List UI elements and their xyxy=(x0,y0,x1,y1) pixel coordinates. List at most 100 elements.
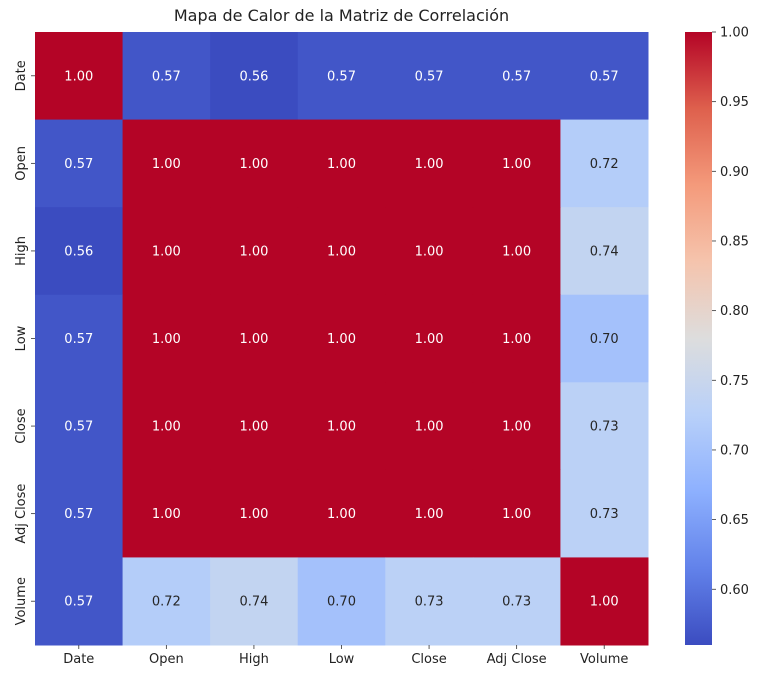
heatmap-cell-0-5 xyxy=(472,32,561,121)
heatmap-cell-1-3 xyxy=(297,119,386,208)
data-label-2-0: 0.56 xyxy=(64,244,93,259)
heatmap-cell-0-4 xyxy=(385,32,474,121)
data-label-0-2: 0.56 xyxy=(239,69,268,84)
colorbar-tick-label-5: 0.85 xyxy=(720,234,749,249)
x-tick-label-6: Volume xyxy=(580,652,628,667)
data-label-4-2: 1.00 xyxy=(239,420,268,435)
data-label-2-6: 0.74 xyxy=(590,244,619,259)
colorbar-tick-label-7: 0.95 xyxy=(720,95,749,110)
heatmap-cell-5-3 xyxy=(297,469,386,558)
x-tick-label-4: Close xyxy=(411,652,446,667)
heatmap-cell-4-1 xyxy=(122,382,211,471)
colorbar-gradient xyxy=(685,32,712,645)
chart-title: Mapa de Calor de la Matriz de Correlació… xyxy=(173,6,510,25)
colorbar-tick-label-4: 0.80 xyxy=(720,304,749,319)
heatmap-cell-0-2 xyxy=(210,32,299,121)
heatmap-cell-6-3 xyxy=(297,557,386,646)
data-label-1-1: 1.00 xyxy=(152,157,181,172)
x-tick-label-3: Low xyxy=(329,652,355,667)
heatmap-cell-5-1 xyxy=(122,469,211,558)
data-label-4-1: 1.00 xyxy=(152,420,181,435)
heatmap-cell-1-5 xyxy=(472,119,561,208)
data-label-5-1: 1.00 xyxy=(152,507,181,522)
colorbar-tick-label-6: 0.90 xyxy=(720,165,749,180)
data-label-2-4: 1.00 xyxy=(415,244,444,259)
heatmap-cell-0-0 xyxy=(35,32,124,121)
heatmap-cell-6-6 xyxy=(560,557,649,646)
heatmap-cell-3-6 xyxy=(560,294,649,383)
heatmap-cell-3-4 xyxy=(385,294,474,383)
heatmap-cell-1-6 xyxy=(560,119,649,208)
heatmap-cell-5-0 xyxy=(35,469,124,558)
data-label-0-0: 1.00 xyxy=(64,69,93,84)
heatmap-cell-3-5 xyxy=(472,294,561,383)
data-label-5-6: 0.73 xyxy=(590,507,619,522)
data-label-3-6: 0.70 xyxy=(590,332,619,347)
colorbar-tick-label-0: 0.60 xyxy=(720,583,749,598)
heatmap-cell-4-4 xyxy=(385,382,474,471)
heatmap-cell-2-3 xyxy=(297,207,386,296)
colorbar: 0.60 0.65 0.70 0.75 0.80 0.85 0.90 0.95 1.00 xyxy=(685,26,749,645)
heatmap-cell-5-4 xyxy=(385,469,474,558)
heatmap-cell-1-0 xyxy=(35,119,124,208)
heatmap-cell-4-6 xyxy=(560,382,649,471)
y-tick-label-0: Date xyxy=(14,60,29,91)
data-label-0-1: 0.57 xyxy=(152,69,181,84)
data-label-6-3: 0.70 xyxy=(327,595,356,610)
heatmap-cell-4-3 xyxy=(297,382,386,471)
heatmap-cell-6-2 xyxy=(210,557,299,646)
heatmap-cells: 1.00 0.57 0.56 0.57 0.57 0.57 0.57 0.57 1.00 1.00… xyxy=(35,32,649,646)
heatmap-cell-4-5 xyxy=(472,382,561,471)
x-tick-label-0: Date xyxy=(63,652,94,667)
heatmap-cell-1-1 xyxy=(122,119,211,208)
data-label-5-2: 1.00 xyxy=(239,507,268,522)
data-label-5-0: 0.57 xyxy=(64,507,93,522)
heatmap-cell-0-3 xyxy=(297,32,386,121)
data-label-0-3: 0.57 xyxy=(327,69,356,84)
data-label-6-0: 0.57 xyxy=(64,595,93,610)
data-label-1-6: 0.72 xyxy=(590,157,619,172)
heatmap-cell-2-1 xyxy=(122,207,211,296)
data-label-4-0: 0.57 xyxy=(64,420,93,435)
heatmap-cell-2-2 xyxy=(210,207,299,296)
data-label-4-3: 1.00 xyxy=(327,420,356,435)
data-label-2-3: 1.00 xyxy=(327,244,356,259)
heatmap-cell-1-2 xyxy=(210,119,299,208)
heatmap-cell-2-5 xyxy=(472,207,561,296)
data-label-1-3: 1.00 xyxy=(327,157,356,172)
data-label-5-5: 1.00 xyxy=(502,507,531,522)
data-label-3-1: 1.00 xyxy=(152,332,181,347)
data-label-3-5: 1.00 xyxy=(502,332,531,347)
colorbar-tick-label-3: 0.75 xyxy=(720,374,749,389)
y-tick-label-2: High xyxy=(14,236,29,266)
data-label-4-4: 1.00 xyxy=(415,420,444,435)
y-tick-label-5: Adj Close xyxy=(14,484,29,544)
y-tick-label-1: Open xyxy=(14,146,29,181)
heatmap-cell-3-2 xyxy=(210,294,299,383)
y-tick-label-4: Close xyxy=(14,408,29,443)
heatmap-cell-3-0 xyxy=(35,294,124,383)
heatmap-cell-0-1 xyxy=(122,32,211,121)
heatmap-cell-2-0 xyxy=(35,207,124,296)
y-tick-label-3: Low xyxy=(14,325,29,351)
data-label-1-2: 1.00 xyxy=(239,157,268,172)
heatmap-cell-3-1 xyxy=(122,294,211,383)
heatmap-cell-1-4 xyxy=(385,119,474,208)
data-label-0-5: 0.57 xyxy=(502,69,531,84)
x-tick-label-5: Adj Close xyxy=(487,652,547,667)
heatmap-cell-5-6 xyxy=(560,469,649,558)
heatmap-cell-6-4 xyxy=(385,557,474,646)
y-tick-label-6: Volume xyxy=(14,577,29,625)
data-label-3-2: 1.00 xyxy=(239,332,268,347)
heatmap-cell-5-2 xyxy=(210,469,299,558)
data-label-6-2: 0.74 xyxy=(239,595,268,610)
x-tick-label-1: Open xyxy=(149,652,184,667)
heatmap-cell-2-4 xyxy=(385,207,474,296)
x-tick-label-2: High xyxy=(239,652,269,667)
data-label-1-5: 1.00 xyxy=(502,157,531,172)
heatmap-cell-3-3 xyxy=(297,294,386,383)
data-label-6-4: 0.73 xyxy=(415,595,444,610)
heatmap-cell-4-0 xyxy=(35,382,124,471)
